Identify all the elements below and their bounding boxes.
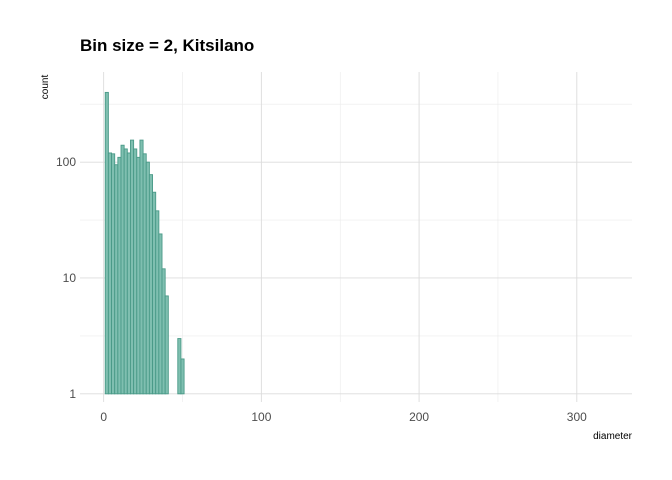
y-axis-label: count	[40, 75, 51, 100]
x-axis-label: diameter	[593, 431, 633, 442]
x-tick-label: 0	[100, 410, 107, 424]
histogram-bar	[105, 92, 108, 393]
y-tick-label: 100	[56, 155, 76, 169]
histogram-bar	[162, 269, 165, 394]
histogram-bar	[181, 359, 184, 394]
histogram-bar	[124, 149, 127, 394]
histogram-bar	[153, 192, 156, 394]
histogram-bar	[127, 153, 130, 394]
y-tick-label: 10	[63, 271, 77, 285]
histogram-bar	[146, 162, 149, 394]
y-tick-label: 1	[69, 387, 76, 401]
histogram-bar	[118, 157, 121, 393]
histogram-bar	[115, 165, 118, 394]
y-tick-labels: 1 10 100	[56, 155, 76, 401]
histogram-bar	[156, 211, 159, 394]
histogram-bar	[137, 157, 140, 393]
x-tick-label: 200	[409, 410, 429, 424]
histogram-bar	[178, 339, 181, 394]
histogram-bar	[140, 140, 143, 394]
x-tick-label: 300	[567, 410, 587, 424]
histogram-bar	[134, 149, 137, 394]
bars	[105, 92, 184, 393]
histogram-bar	[112, 154, 115, 394]
histogram-bar	[165, 296, 168, 394]
histogram-bar	[121, 145, 124, 394]
histogram-bar	[108, 153, 111, 394]
histogram-bar	[130, 140, 133, 394]
histogram-bar	[149, 175, 152, 394]
histogram-bar	[159, 234, 162, 394]
x-tick-labels: 0 100 200 300	[100, 410, 587, 424]
x-tick-label: 100	[251, 410, 271, 424]
histogram-bar	[143, 154, 146, 394]
